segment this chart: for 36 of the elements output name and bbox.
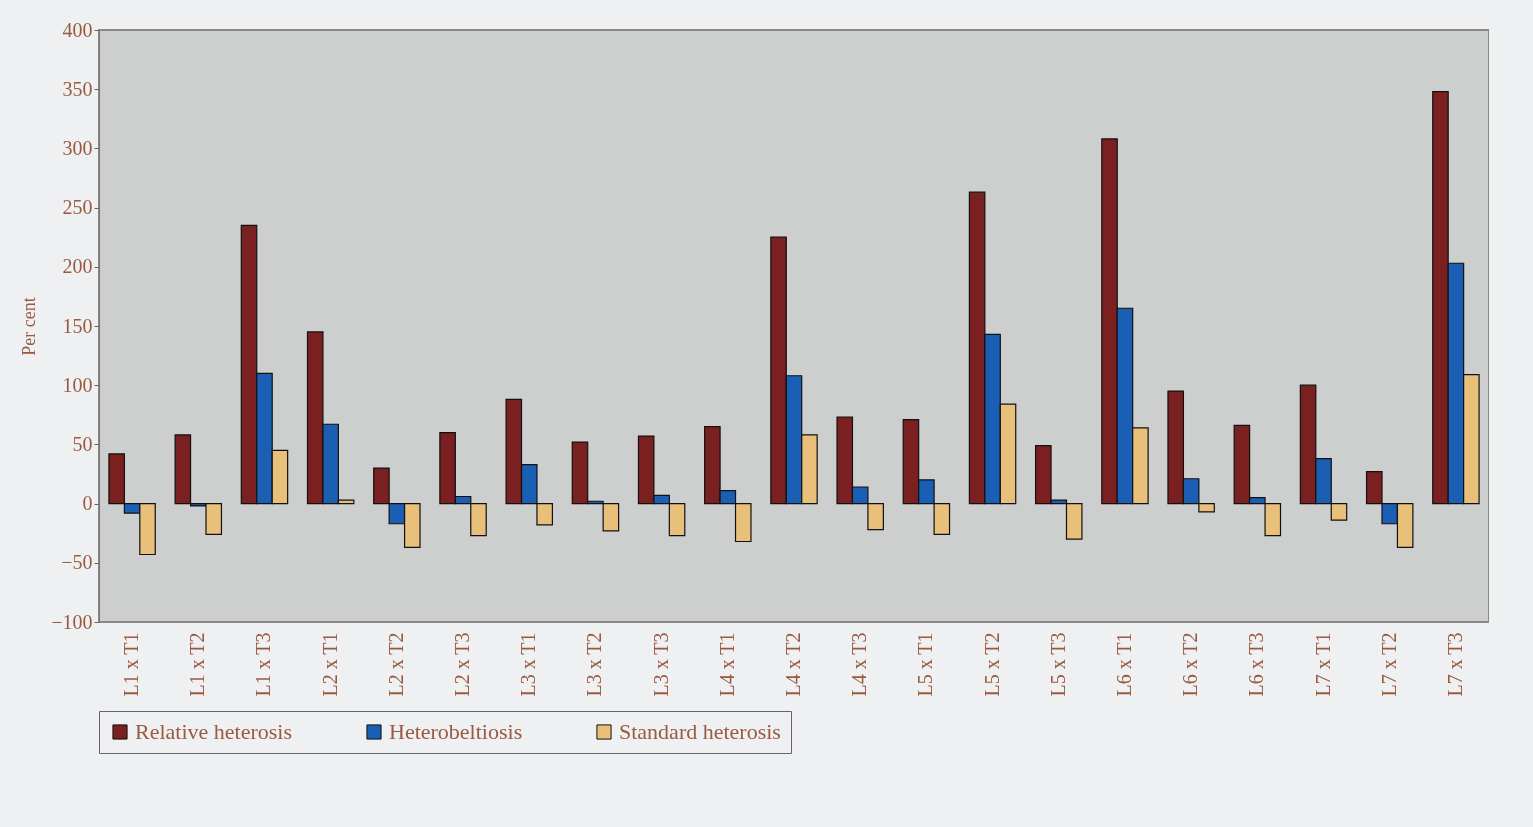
x-tick-label: L3 x T3 [649, 632, 672, 697]
x-tick-label: L4 x T2 [782, 632, 804, 697]
y-tick-label: 250 [62, 196, 93, 219]
y-tick-label: −50 [61, 551, 93, 574]
legend-label: Relative heterosis [135, 719, 293, 744]
legend-label: Heterobeltiosis [389, 719, 523, 744]
x-tick-label: L7 x T2 [1377, 632, 1400, 697]
y-tick-label: 350 [62, 77, 93, 100]
x-tick-label: L1 x T1 [120, 632, 143, 697]
x-tick-label: L5 x T1 [914, 632, 937, 697]
y-tick-label: 50 [72, 432, 93, 455]
legend-label: Standard heterosis [619, 719, 781, 744]
x-tick-label: L6 x T3 [1245, 632, 1268, 697]
y-tick-label: 300 [62, 136, 93, 159]
x-tick-label: L2 x T3 [451, 632, 474, 697]
y-tick-label: 150 [62, 314, 93, 337]
y-tick-label: −100 [51, 610, 93, 633]
y-axis-title: Per cent [19, 297, 40, 356]
x-tick-label: L7 x T1 [1311, 632, 1334, 697]
x-tick-label: L5 x T2 [980, 632, 1003, 697]
x-tick-label: L2 x T2 [384, 632, 407, 697]
x-tick-label: L2 x T1 [318, 632, 341, 697]
x-tick-label: L4 x T1 [715, 632, 738, 697]
y-tick-label: 0 [82, 492, 93, 515]
x-tick-label: L4 x T3 [848, 632, 871, 697]
x-tick-label: L7 x T3 [1443, 632, 1466, 697]
y-tick-label: 200 [62, 255, 93, 278]
x-tick-label: L1 x T2 [186, 632, 209, 697]
x-tick-label: L6 x T1 [1112, 632, 1135, 697]
x-tick-label: L3 x T1 [517, 632, 540, 697]
x-tick-label: L5 x T3 [1046, 632, 1069, 697]
x-tick-label: L6 x T2 [1179, 632, 1202, 697]
y-tick-label: 100 [62, 373, 93, 396]
y-tick-label: 400 [62, 18, 93, 41]
x-tick-label: L3 x T2 [583, 632, 606, 697]
x-tick-label: L1 x T3 [252, 632, 275, 697]
